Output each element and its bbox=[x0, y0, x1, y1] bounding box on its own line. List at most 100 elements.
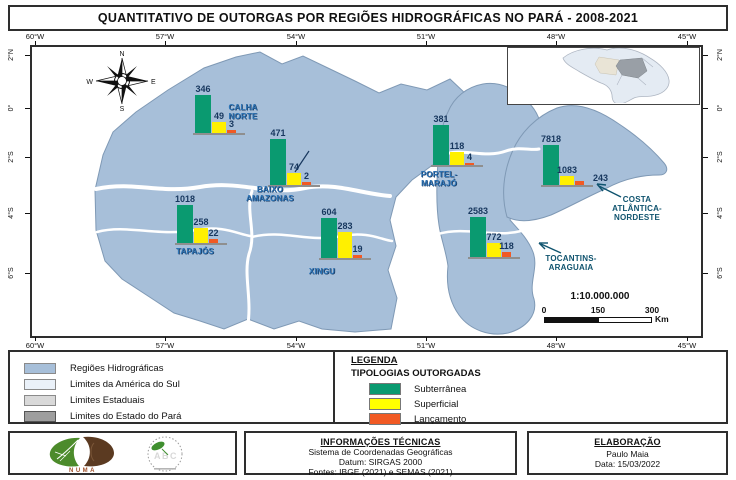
label-line: NORDESTE bbox=[613, 213, 661, 222]
bar-value: 118 bbox=[449, 141, 465, 151]
elaboration-title: ELABORAÇÃO bbox=[594, 437, 661, 447]
bar-value: 22 bbox=[208, 228, 219, 238]
bar-lancamento: 243 bbox=[575, 174, 608, 185]
region-label-baixo-amazonas: BAIXO AMAZONAS bbox=[230, 185, 310, 203]
legend-row-america-do-sul: Limites da América do Sul bbox=[24, 379, 333, 390]
lat-tick-left-0: 2°N bbox=[8, 49, 15, 61]
elaboration-panel: ELABORAÇÃO Paulo Maia Data: 15/03/2022 bbox=[527, 431, 728, 475]
label-line: MARAJÓ bbox=[421, 178, 457, 188]
legend-label: Lançamento bbox=[414, 413, 467, 425]
region-label-calha-norte: CALHA NORTE bbox=[208, 103, 278, 121]
compass-s: S bbox=[120, 106, 125, 113]
bar-superficial: 1083 bbox=[557, 166, 577, 185]
lon-tick-bot-57w: 57°W bbox=[155, 341, 175, 350]
south-america-inset bbox=[562, 47, 670, 105]
bar-value: 772 bbox=[486, 232, 502, 242]
lat-tick-left-1: 0° bbox=[8, 104, 15, 112]
lat-tick-right-0: 2°N bbox=[717, 49, 724, 61]
scale-tick-0: 0 bbox=[541, 305, 547, 315]
label-line: PORTEL- bbox=[420, 170, 458, 179]
bars-baixo-amazonas: 471 74 2 bbox=[270, 125, 311, 185]
numa-logo: NUMA bbox=[49, 436, 114, 474]
legend-label: Superficial bbox=[414, 398, 459, 410]
legend-label: Limites Estaduais bbox=[70, 395, 145, 406]
tech-info-line: Sistema de Coordenadas Geográficas bbox=[308, 447, 453, 457]
bar-lancamento: 3 bbox=[227, 120, 236, 133]
bar-superficial: 283 bbox=[337, 222, 353, 258]
scale-unit: Km bbox=[655, 314, 669, 324]
numa-logo-text: NUMA bbox=[69, 468, 97, 473]
lon-tick-bot-51w: 51°W bbox=[416, 341, 436, 350]
bar-value: 1018 bbox=[174, 194, 196, 204]
compass-e: E bbox=[151, 79, 156, 86]
lat-tick-right-3: 4°S bbox=[717, 207, 724, 219]
region-label-xingu: XINGU bbox=[294, 267, 350, 277]
bar-superficial: 258 bbox=[193, 218, 209, 243]
bar-value: 3 bbox=[228, 119, 235, 129]
lon-tick-bot-45w: 45°W bbox=[677, 341, 697, 350]
bar-value: 2 bbox=[303, 171, 310, 181]
lon-tick-top-54w: 54°W bbox=[286, 32, 306, 41]
bar-value: 471 bbox=[270, 128, 286, 138]
bars-portel-marajo: 381 118 4 bbox=[433, 105, 474, 165]
lat-tick-right-2: 2°S bbox=[717, 151, 724, 163]
legend-row-superficial: Superficial bbox=[351, 398, 726, 410]
legend-label: Limites da América do Sul bbox=[70, 379, 180, 390]
label-line: XINGU bbox=[308, 267, 336, 276]
bar-superficial: 118 bbox=[450, 142, 464, 165]
legend-row-regioes: Regiões Hidrográficas bbox=[24, 363, 333, 374]
bar-value: 19 bbox=[352, 244, 363, 254]
bar-value: 381 bbox=[433, 114, 449, 124]
lat-tick-left-3: 4°S bbox=[8, 207, 15, 219]
compass-rose: N S W E bbox=[86, 51, 156, 113]
lon-tick-bot-54w: 54°W bbox=[286, 341, 306, 350]
lon-tick-bot-60w: 60°W bbox=[25, 341, 45, 350]
lat-tick-left-4: 6°S bbox=[8, 267, 15, 279]
tech-info-line: Fontes: IBGE (2021) e SEMAS (2021) bbox=[308, 467, 453, 477]
lon-tick-bot-48w: 48°W bbox=[546, 341, 566, 350]
lat-tick-right-4: 6°S bbox=[717, 267, 724, 279]
bars-tapajos: 1018 258 22 bbox=[174, 183, 219, 243]
lon-tick-top-45w: 45°W bbox=[677, 32, 697, 41]
legend-label: Limites do Estado do Pará bbox=[70, 411, 182, 422]
region-label-tocantins-araguaia: TOCANTINS- ARAGUAIA bbox=[524, 254, 618, 272]
inset-locator-map bbox=[507, 47, 700, 105]
bar-value: 243 bbox=[592, 173, 608, 183]
bar-value: 1083 bbox=[556, 165, 578, 175]
legend-row-estado-para: Limites do Estado do Pará bbox=[24, 411, 333, 422]
compass-w: W bbox=[86, 79, 93, 86]
tapajos-river-line bbox=[245, 189, 254, 332]
swatch-regioes-hidrograficas bbox=[24, 363, 56, 374]
south-america-shape bbox=[562, 47, 670, 105]
bar-lancamento: 2 bbox=[302, 172, 311, 185]
legend-label: Regiões Hidrográficas bbox=[70, 363, 164, 374]
scale-bar bbox=[544, 317, 652, 323]
bar-value: 346 bbox=[195, 84, 211, 94]
region-label-costa-atlantica-nordeste: COSTA ATLÂNTICA- NORDESTE bbox=[590, 195, 684, 222]
scale-tick-150: 150 bbox=[590, 305, 606, 315]
bar-value: 258 bbox=[193, 217, 209, 227]
bar-subterranea: 7818 bbox=[541, 135, 561, 185]
lon-tick-top-51w: 51°W bbox=[416, 32, 436, 41]
bar-subterranea: 471 bbox=[270, 129, 286, 185]
bar-subterranea: 346 bbox=[195, 85, 211, 133]
bar-lancamento: 4 bbox=[465, 153, 474, 165]
tech-info-title: INFORMAÇÕES TÉCNICAS bbox=[320, 437, 441, 447]
elaboration-line: Data: 15/03/2022 bbox=[594, 459, 661, 469]
tocantins-arrow bbox=[538, 242, 562, 254]
scale-bar-filled bbox=[545, 318, 599, 322]
amazon-river-line bbox=[94, 183, 392, 198]
legend-subtitle: TIPOLOGIAS OUTORGADAS bbox=[351, 368, 481, 379]
bar-value: 7818 bbox=[540, 134, 562, 144]
tech-info-panel: INFORMAÇÕES TÉCNICAS Sistema de Coordena… bbox=[244, 431, 517, 477]
label-line: BAIXO bbox=[256, 185, 284, 194]
bars-xingu: 604 283 19 bbox=[321, 198, 363, 258]
bar-value: 4 bbox=[466, 152, 473, 162]
logos-panel: NUMA ABC bbox=[8, 431, 237, 475]
label-line: ATLÂNTICA- bbox=[612, 204, 662, 213]
swatch-limites-estaduais bbox=[24, 395, 56, 406]
compass-n: N bbox=[119, 51, 124, 58]
bar-lancamento: 19 bbox=[352, 245, 363, 258]
map-title-bar: QUANTITATIVO DE OUTORGAS POR REGIÕES HID… bbox=[8, 5, 728, 31]
